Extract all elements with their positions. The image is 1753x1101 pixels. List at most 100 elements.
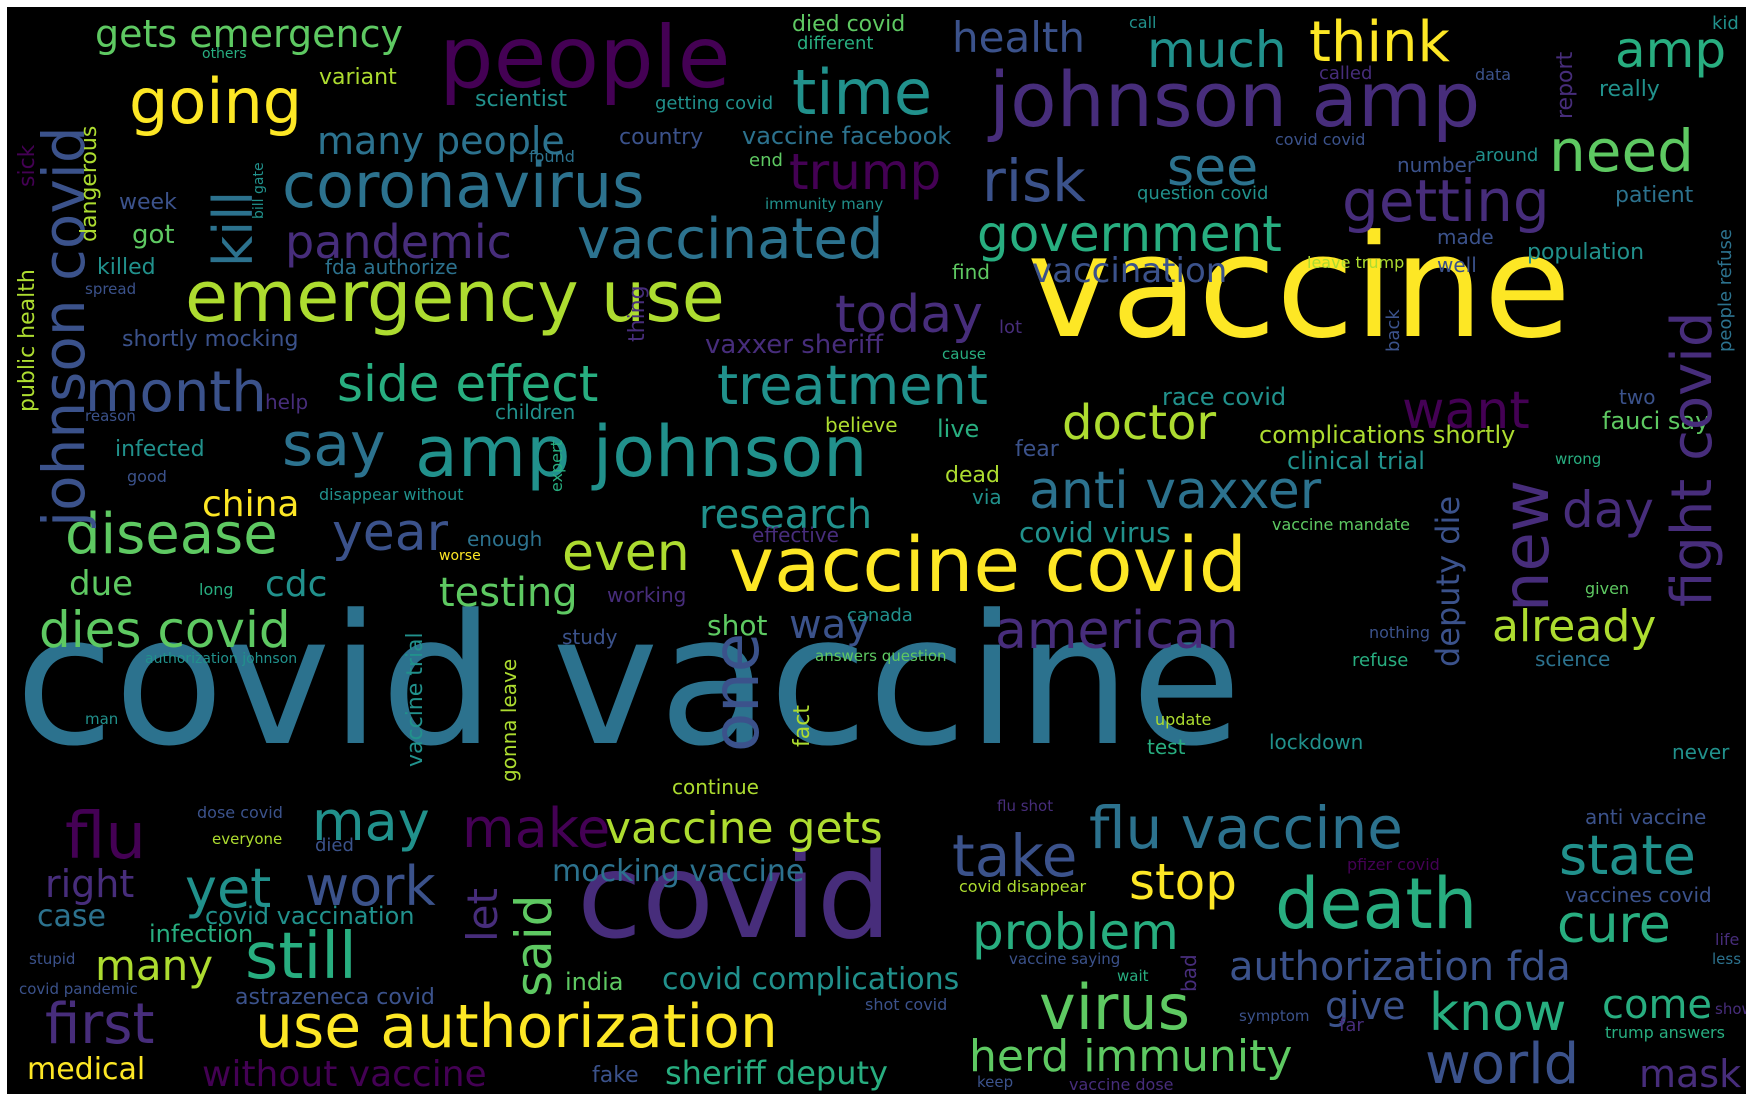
word-answers-question: answers question [815, 647, 947, 665]
word-report: report [1553, 51, 1578, 119]
word-infected: infected [115, 437, 205, 462]
word-think: think [1309, 10, 1450, 75]
word-scientist: scientist [475, 87, 567, 112]
word-bill-gate: bill gate [251, 162, 267, 219]
word-vaccine: vaccine [1027, 205, 1572, 370]
word-anti-vaccine: anti vaccine [1585, 805, 1707, 829]
word-state: state [1559, 824, 1696, 887]
word-use-authorization: use authorization [255, 992, 778, 1062]
word-emergency-use: emergency use [185, 256, 725, 338]
word-month: month [85, 360, 267, 425]
word-via: via [972, 485, 1002, 509]
word-let: let [458, 888, 507, 942]
word-side-effect: side effect [337, 355, 599, 413]
word-flu: flu [65, 800, 146, 874]
word-mocking-vaccine: mocking vaccine [552, 854, 805, 889]
word-fake: fake [592, 1063, 639, 1088]
word-everyone: everyone [212, 830, 283, 848]
word-far: far [1339, 1015, 1364, 1036]
word-keep: keep [977, 1073, 1014, 1091]
word-getting: getting [1342, 167, 1550, 235]
word-vaccine-mandate: vaccine mandate [1272, 515, 1410, 534]
word-public-health: public health [15, 269, 40, 412]
word-know: know [1429, 983, 1567, 1043]
word-year: year [332, 503, 449, 563]
word-worse: worse [439, 548, 481, 564]
word-thing: thing [625, 285, 650, 342]
word-never: never [1672, 740, 1730, 764]
word-canada: canada [847, 605, 913, 626]
word-people-refuse: people refuse [1715, 228, 1736, 352]
word-two: two [1619, 385, 1656, 409]
word-believe: believe [825, 413, 898, 437]
word-day: day [1562, 481, 1654, 539]
word-variant: variant [319, 65, 397, 90]
word-lockdown: lockdown [1269, 730, 1364, 754]
word-testing: testing [439, 570, 578, 616]
word-wrong: wrong [1555, 450, 1602, 468]
word-vaccine-dose: vaccine dose [1069, 1075, 1174, 1094]
word-research: research [699, 492, 873, 538]
word-covid-virus: covid virus [1019, 516, 1171, 549]
word-died: died [315, 835, 354, 856]
word-end: end [749, 150, 783, 171]
word-find: find [952, 260, 990, 284]
word-symptom: symptom [1239, 1007, 1310, 1025]
word-really: really [1599, 77, 1660, 102]
word-treatment: treatment [717, 354, 988, 417]
word-others: others [202, 46, 247, 62]
word-shortly-mocking: shortly mocking [122, 327, 299, 352]
word-come: come [1602, 982, 1713, 1028]
word-first: first [45, 992, 155, 1057]
word-virus: virus [1039, 971, 1191, 1044]
word-dangerous: dangerous [77, 125, 102, 242]
word-immunity-many: immunity many [765, 195, 884, 213]
word-make: make [462, 797, 611, 860]
word-bad: bad [1177, 954, 1201, 992]
word-number: number [1397, 153, 1476, 177]
word-dead: dead [945, 463, 1000, 488]
word-nothing: nothing [1369, 623, 1431, 642]
word-country: country [619, 125, 704, 150]
word-lot: lot [999, 317, 1023, 338]
word-race-covid: race covid [1162, 383, 1287, 411]
word-good: good [127, 467, 167, 486]
word-astrazeneca-covid: astrazeneca covid [235, 985, 435, 1010]
word-without-vaccine: without vaccine [202, 1054, 487, 1094]
word-covid: covid [577, 827, 892, 965]
word-herd-immunity: herd immunity [969, 1031, 1293, 1082]
word-man: man [85, 710, 119, 728]
word-working: working [607, 583, 687, 607]
word-vaccine-gets: vaccine gets [605, 803, 883, 854]
word-fight-covid: fight covid [1660, 311, 1725, 607]
word-covid-covid: covid covid [1275, 130, 1366, 149]
word-way: way [789, 602, 870, 648]
word-fauci-say: fauci say [1602, 407, 1710, 435]
word-case: case [37, 899, 106, 934]
word-well: well [1437, 253, 1477, 277]
word-long: long [199, 580, 234, 599]
word-new: new [1490, 479, 1564, 612]
word-coronavirus: coronavirus [282, 149, 645, 222]
word-trump-answers: trump answers [1605, 1023, 1725, 1042]
word-doctor: doctor [1062, 395, 1217, 451]
word-shot-covid: shot covid [865, 995, 948, 1014]
word-dose-covid: dose covid [197, 803, 283, 822]
word-need: need [1549, 117, 1694, 185]
word-data: data [1475, 65, 1512, 84]
word-question-covid: question covid [1137, 183, 1269, 204]
word-help: help [265, 390, 309, 414]
word-called: called [1319, 63, 1373, 84]
word-different: different [797, 33, 874, 54]
word-vaccine-facebook: vaccine facebook [742, 122, 952, 150]
word-covid-disappear: covid disappear [959, 877, 1087, 896]
word-american: american [995, 601, 1239, 661]
word-still: still [245, 920, 357, 994]
word-effective: effective [752, 523, 839, 547]
word-cure: cure [1557, 895, 1671, 955]
word-pfizer-covid: pfizer covid [1347, 855, 1440, 874]
word-less: less [1712, 950, 1742, 968]
word-vaccination: vaccination [1032, 251, 1228, 291]
word-shot: shot [707, 609, 768, 642]
word-stop: stop [1129, 853, 1237, 911]
